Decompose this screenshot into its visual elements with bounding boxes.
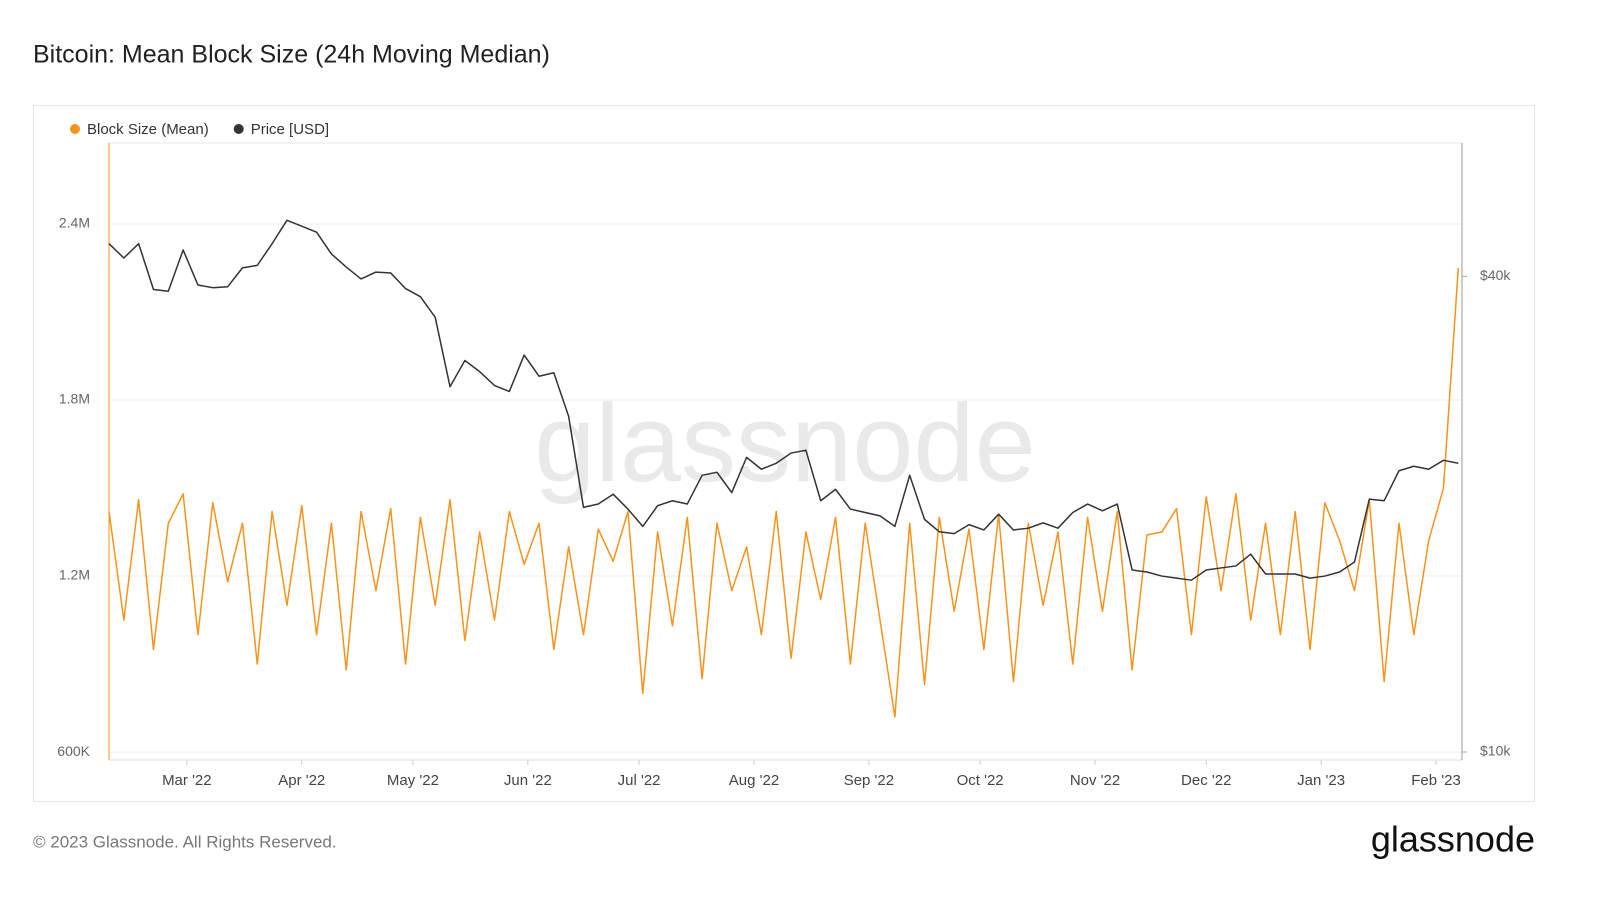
x-tick-label: May '22 bbox=[387, 772, 439, 789]
y-tick-label: 600K bbox=[57, 743, 90, 759]
chart-frame bbox=[33, 105, 1535, 802]
chart-title: Bitcoin: Mean Block Size (24h Moving Med… bbox=[33, 41, 550, 69]
series-line bbox=[108, 267, 1460, 718]
y2-tick-label: $10k bbox=[1480, 743, 1511, 759]
x-tick-label: Mar '22 bbox=[162, 772, 212, 789]
x-tick-label: Aug '22 bbox=[729, 772, 779, 789]
y-tick-label: 1.8M bbox=[59, 391, 90, 407]
legend-marker bbox=[70, 124, 80, 134]
x-tick-label: Feb '23 bbox=[1411, 772, 1461, 789]
x-tick-label: Jan '23 bbox=[1297, 772, 1345, 789]
legend-label: Block Size (Mean) bbox=[87, 121, 209, 138]
x-tick-label: Jul '22 bbox=[618, 772, 661, 789]
x-tick-label: Oct '22 bbox=[957, 772, 1004, 789]
x-tick-label: Jun '22 bbox=[504, 772, 552, 789]
y-tick-label: 1.2M bbox=[59, 567, 90, 583]
series-line bbox=[108, 219, 1459, 581]
x-tick-label: Nov '22 bbox=[1070, 772, 1120, 789]
x-tick-label: Dec '22 bbox=[1181, 772, 1231, 789]
x-tick-label: Sep '22 bbox=[844, 772, 894, 789]
watermark: glassnode bbox=[534, 382, 1036, 505]
y2-tick-label: $40k bbox=[1480, 267, 1511, 283]
y-tick-label: 2.4M bbox=[59, 215, 90, 231]
copyright: © 2023 Glassnode. All Rights Reserved. bbox=[33, 832, 337, 851]
x-tick-label: Apr '22 bbox=[278, 772, 325, 789]
legend-marker bbox=[233, 124, 244, 134]
brand-logo: glassnode bbox=[1371, 819, 1535, 860]
legend-label: Price [USD] bbox=[251, 121, 329, 138]
